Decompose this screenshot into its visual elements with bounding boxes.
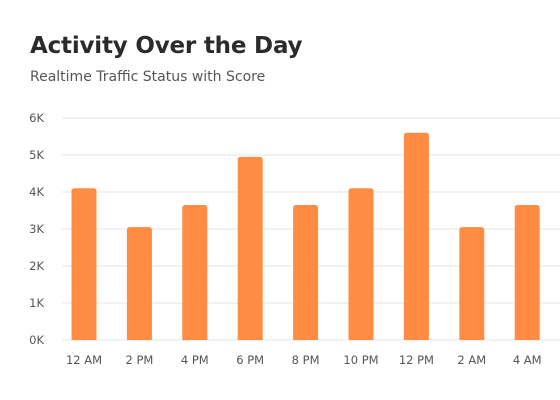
bar-12-am [71, 188, 97, 340]
x-tick-label: 4 PM [181, 353, 209, 367]
x-tick-label: 6 PM [236, 353, 264, 367]
bar-8-pm [293, 204, 319, 340]
x-tick-label: 2 PM [125, 353, 153, 367]
bar-2-am [459, 227, 485, 340]
bar-4-am [514, 204, 540, 340]
chart-title: Activity Over the Day [30, 33, 303, 59]
y-tick-label: 3K [29, 222, 44, 236]
bar-10-pm [348, 188, 374, 340]
bar-2-pm [126, 227, 152, 340]
y-tick-label: 2K [29, 259, 44, 273]
bar-4-pm [182, 204, 208, 340]
bar-12-pm [403, 132, 429, 340]
x-tick-label: 2 AM [457, 353, 486, 367]
x-tick-label: 8 PM [292, 353, 320, 367]
y-tick-label: 5K [29, 148, 44, 162]
y-tick-label: 4K [29, 185, 44, 199]
chart-subtitle: Realtime Traffic Status with Score [30, 69, 266, 85]
y-tick-label: 6K [29, 111, 44, 125]
x-tick-label: 12 AM [66, 353, 102, 367]
x-axis-ticks: 12 AM 2 PM 4 PM 6 PM 8 PM 10 PM 12 PM 2 AM 4 AM [66, 353, 542, 367]
y-tick-label: 1K [29, 296, 44, 310]
bars [71, 132, 540, 340]
x-tick-label: 12 PM [399, 353, 434, 367]
x-tick-label: 10 PM [343, 353, 378, 367]
x-tick-label: 4 AM [513, 353, 542, 367]
y-axis-ticks: 0K 1K 2K 3K 4K 5K 6K [29, 111, 44, 347]
bar-6-pm [237, 156, 263, 340]
y-tick-label: 0K [29, 333, 44, 347]
